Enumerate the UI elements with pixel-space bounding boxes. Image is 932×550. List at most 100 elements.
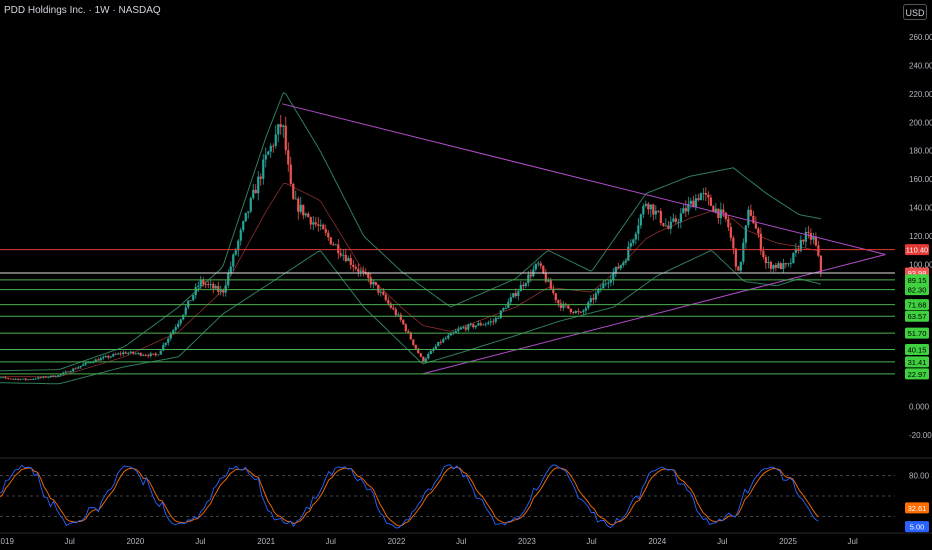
candle-body	[19, 379, 22, 380]
candle-body	[464, 327, 467, 330]
candle-body	[322, 224, 325, 230]
candle-body	[729, 227, 732, 238]
candle-body	[202, 279, 205, 285]
candle-body	[419, 353, 422, 357]
candle-body	[74, 368, 77, 370]
candle-body	[637, 225, 640, 234]
candle-body	[169, 333, 172, 339]
candle-body	[224, 285, 227, 293]
candle-body	[42, 376, 45, 378]
candle-body	[427, 354, 430, 359]
candle-body	[402, 319, 405, 325]
candle-body	[517, 291, 520, 297]
candle-body	[329, 237, 332, 245]
price-tick-label: 120.00	[909, 232, 932, 241]
candle-body	[102, 356, 105, 359]
candle-body	[817, 245, 820, 256]
candle-body	[379, 291, 382, 293]
stoch-value-label: 5.00	[910, 523, 925, 532]
candle-body	[87, 362, 90, 364]
candle-body	[72, 368, 75, 372]
candle-body	[412, 339, 415, 345]
candle-body	[112, 354, 115, 357]
candle-body	[522, 284, 525, 287]
candle-body	[632, 239, 635, 244]
candle-body	[669, 221, 672, 229]
candle-body	[549, 280, 552, 289]
candle-body	[779, 263, 782, 270]
candle-body	[569, 308, 572, 313]
candle-body	[302, 204, 305, 216]
candle-body	[392, 307, 395, 310]
candle-body	[492, 321, 495, 323]
candle-body	[372, 282, 375, 285]
candle-body	[247, 211, 250, 213]
candle-body	[47, 376, 50, 378]
candle-body	[382, 291, 385, 295]
candle-body	[104, 356, 107, 357]
candle-body	[242, 221, 245, 231]
candle-body	[442, 339, 445, 343]
candle-body	[509, 297, 512, 302]
candle-body	[414, 344, 417, 349]
candle-body	[677, 221, 680, 223]
currency-button[interactable]: USD	[903, 4, 927, 20]
candle-body	[537, 263, 540, 265]
level-label: 71.68	[908, 301, 927, 310]
candle-body	[197, 285, 200, 288]
candle-body	[167, 338, 170, 343]
candle-body	[312, 222, 315, 225]
candle-body	[362, 270, 365, 273]
candle-body	[239, 230, 242, 241]
candle-body	[307, 213, 310, 218]
candle-body	[484, 323, 487, 325]
candle-body	[732, 237, 735, 249]
candles	[0, 114, 822, 381]
candle-body	[454, 331, 457, 333]
candle-body	[712, 205, 715, 213]
candle-body	[654, 210, 657, 215]
candle-body	[614, 266, 617, 273]
candle-body	[27, 379, 30, 381]
candle-body	[702, 192, 705, 194]
candle-body	[429, 350, 432, 355]
candle-body	[114, 354, 117, 356]
time-tick-label: Jul	[717, 537, 727, 546]
candle-body	[347, 258, 350, 262]
candle-body	[634, 233, 637, 240]
candle-body	[12, 378, 15, 380]
candle-body	[792, 252, 795, 263]
candle-body	[562, 303, 565, 308]
candle-body	[687, 203, 690, 212]
candle-body	[24, 378, 27, 380]
candle-body	[317, 224, 320, 226]
candle-body	[297, 198, 300, 212]
candle-body	[577, 311, 580, 312]
candle-body	[739, 261, 742, 271]
candle-body	[802, 239, 805, 242]
level-label: 82.30	[908, 286, 927, 295]
candle-body	[14, 378, 17, 380]
candle-body	[184, 307, 187, 315]
candle-body	[542, 265, 545, 274]
candle-body	[784, 263, 787, 265]
candle-body	[617, 266, 620, 269]
time-tick-label: 2020	[126, 537, 144, 546]
candle-body	[534, 263, 537, 270]
candle-body	[579, 311, 582, 313]
candle-body	[204, 284, 207, 285]
candle-body	[159, 350, 162, 355]
candle-body	[182, 314, 185, 320]
candle-body	[174, 327, 177, 331]
candle-body	[117, 353, 120, 355]
candle-body	[449, 333, 452, 336]
candle-body	[207, 284, 210, 286]
candle-body	[747, 209, 750, 226]
candle-body	[447, 335, 450, 339]
candle-body	[774, 265, 777, 268]
level-label: 31.41	[908, 358, 927, 367]
candle-body	[279, 124, 282, 128]
candle-body	[39, 377, 42, 379]
price-axis: 260.00 240.00 220.00 200.00 180.00 160.00 140.…	[909, 33, 932, 440]
